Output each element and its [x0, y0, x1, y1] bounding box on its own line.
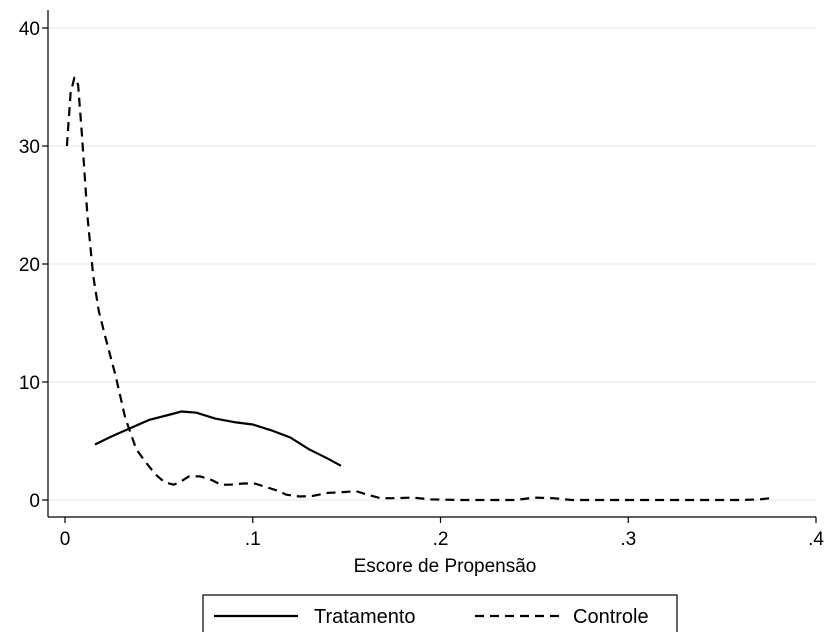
y-tick-label: 40: [19, 19, 40, 40]
legend-box: [202, 594, 678, 632]
y-tick-label: 30: [19, 137, 40, 158]
ticks: 0 10 20 30 40 0 .1 .2 .3 .4: [19, 19, 824, 550]
legend: Tratamento Controle: [202, 594, 678, 632]
x-tick-label: .2: [433, 529, 449, 550]
x-axis-title: Escore de Propensão: [354, 556, 537, 577]
legend-label-tratamento: Tratamento: [314, 606, 416, 628]
legend-label-controle: Controle: [573, 606, 649, 628]
gridlines: [48, 27, 816, 501]
x-tick-label: .4: [808, 529, 824, 550]
x-tick-label: 0: [60, 529, 71, 550]
y-tick-label: 0: [29, 491, 40, 512]
series-line-controle: [65, 76, 775, 502]
x-tick-label: .1: [245, 529, 261, 550]
y-tick-label: 20: [19, 255, 40, 276]
series: [65, 76, 775, 502]
series-line-tratamento: [94, 410, 342, 467]
x-tick-label: .3: [620, 529, 636, 550]
y-tick-label: 10: [19, 373, 40, 394]
